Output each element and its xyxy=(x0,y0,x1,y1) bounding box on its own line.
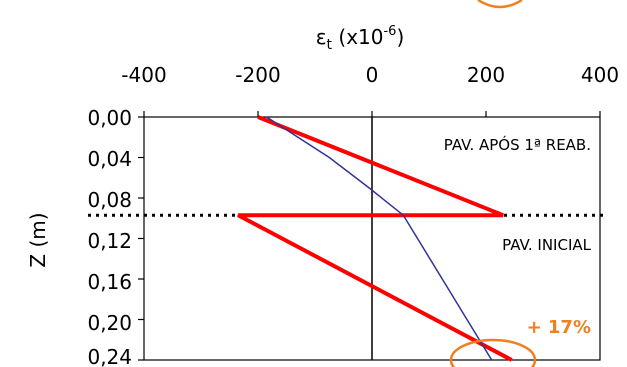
series-line-red xyxy=(237,115,513,362)
y-tick-label: 0,04 xyxy=(87,147,132,171)
y-tick-label: 0,24 xyxy=(87,345,132,367)
y-tick-label: 0,08 xyxy=(87,188,132,212)
y-tick-label: 0,20 xyxy=(87,311,132,335)
x-tick-label: 0 xyxy=(366,63,379,87)
annotation-change: + 17% xyxy=(527,317,591,338)
y-tick-label: 0,12 xyxy=(87,229,132,253)
x-axis-symbol: ε xyxy=(316,25,327,49)
x-axis-subscript: t xyxy=(327,37,333,53)
highlight-ellipse-bottom xyxy=(449,338,537,367)
x-axis-unit-suffix: ) xyxy=(396,25,404,49)
highlight-ellipse-top xyxy=(477,0,523,9)
x-tick-label: -400 xyxy=(121,63,166,87)
annotation-initial: PAV. INICIAL xyxy=(502,236,591,254)
series-line-blue xyxy=(266,116,493,361)
x-axis-title: εt (x10-6) xyxy=(316,24,405,53)
x-tick-label: 200 xyxy=(467,63,505,87)
x-axis-exponent: -6 xyxy=(383,24,396,39)
y-tick-label: 0,00 xyxy=(87,106,132,130)
y-axis-title: Z (m) xyxy=(26,212,50,267)
annotation-after-rehab: PAV. APÓS 1ª REAB. xyxy=(444,135,591,154)
x-axis-unit-prefix: (x10 xyxy=(332,25,383,49)
x-tick-label: -200 xyxy=(235,63,280,87)
x-tick-marks xyxy=(143,111,601,117)
y-tick-label: 0,16 xyxy=(87,270,132,294)
y-tick-marks xyxy=(138,116,144,361)
x-tick-label: 400 xyxy=(581,63,619,87)
